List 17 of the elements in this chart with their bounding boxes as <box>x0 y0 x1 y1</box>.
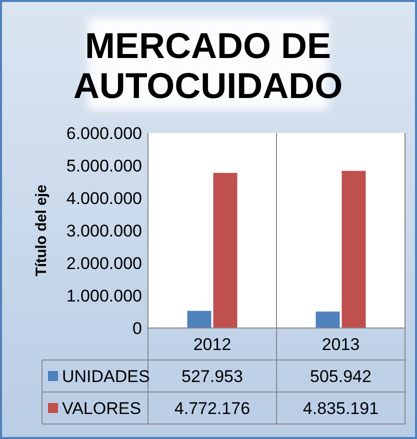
chart-title: MERCADO DE AUTOCUIDADO <box>73 25 343 106</box>
legend-label: UNIDADES <box>62 367 150 386</box>
y-tick-label: 2.000.000 <box>66 254 142 273</box>
legend-label: VALORES <box>62 399 142 418</box>
y-tick-label: 4.000.000 <box>66 189 142 208</box>
x-tick-label: 2013 <box>322 335 360 354</box>
data-label: 4.772.176 <box>174 399 250 418</box>
data-label: 527.953 <box>182 367 243 386</box>
y-tick-label: 5.000.000 <box>66 156 142 176</box>
y-tick-label: 1.000.000 <box>66 286 142 306</box>
data-label: 505.942 <box>310 367 372 386</box>
y-axis-title: Título del eje <box>33 184 50 276</box>
x-tick-label: 2012 <box>193 335 232 354</box>
y-tick-label: 0 <box>132 319 142 338</box>
data-label: 4.835.191 <box>302 399 379 418</box>
y-tick-label: 6.000.000 <box>66 124 142 143</box>
y-tick-label: 3.000.000 <box>66 222 142 240</box>
